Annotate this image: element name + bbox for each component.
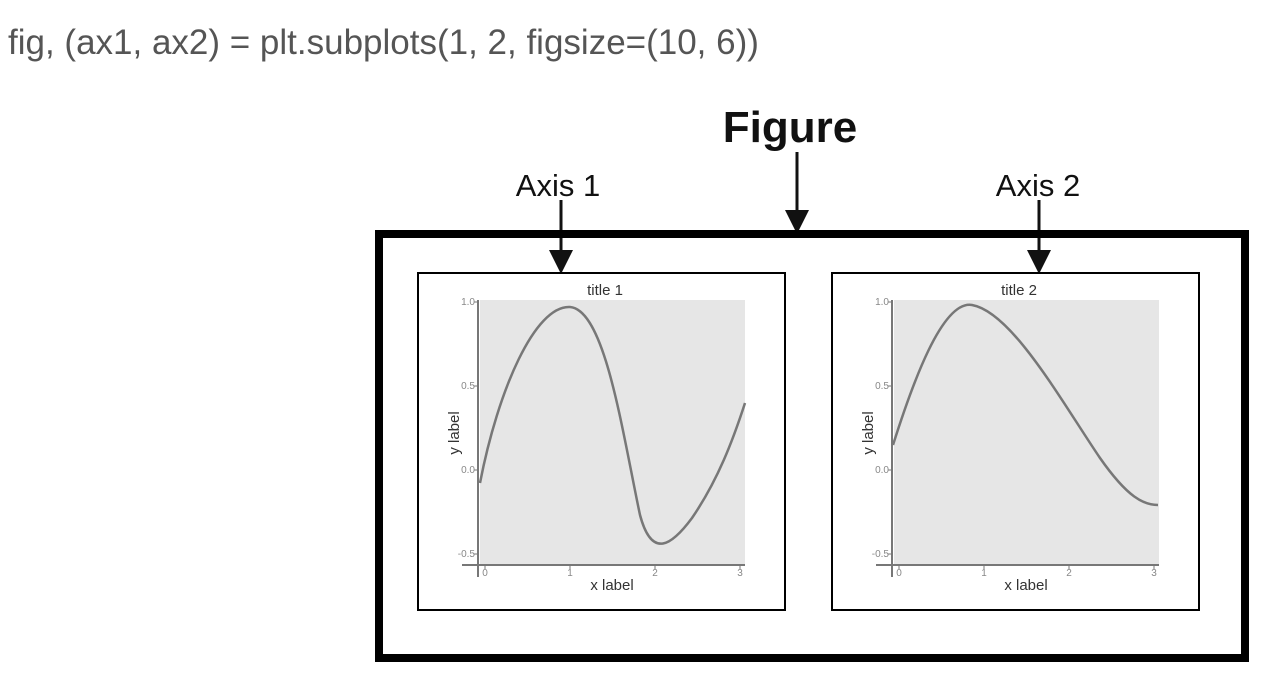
y-tick-label: 0.5 [461, 381, 475, 392]
x-tick-label: 0 [482, 568, 488, 579]
plot-area [894, 300, 1159, 565]
y-tick-label: 1.0 [875, 297, 889, 308]
figure-frame [375, 230, 1249, 662]
x-label: x label [590, 577, 633, 594]
x-tick-label: 2 [1066, 568, 1072, 579]
axis2-label: Axis 2 [996, 168, 1080, 203]
x-tick-label: 3 [1151, 568, 1157, 579]
y-tick-label: 1.0 [461, 297, 475, 308]
subplot: title 2 x label y label 0 1 2 3 1.0 0.5 0.0 -0.5 [831, 272, 1200, 611]
x-label: x label [1004, 577, 1047, 594]
x-tick-label: 1 [567, 568, 573, 579]
subplot: title 1 x label y label 0 1 2 3 1.0 0.5 0.0 -0.5 [417, 272, 786, 611]
y-tick-label: 0.0 [461, 465, 475, 476]
plot-area [480, 300, 745, 565]
x-tick-label: 1 [981, 568, 987, 579]
x-tick-label: 0 [896, 568, 902, 579]
x-tick-label: 2 [652, 568, 658, 579]
curve [891, 303, 1159, 507]
y-tick-label: -0.5 [458, 549, 476, 560]
y-label: y label [860, 411, 877, 454]
x-tick-label: 3 [737, 568, 743, 579]
y-tick-label: -0.5 [872, 549, 890, 560]
y-tick-label: 0.0 [875, 465, 889, 476]
axis1-label: Axis 1 [516, 168, 600, 203]
code-line: fig, (ax1, ax2) = plt.subplots(1, 2, fig… [8, 23, 759, 62]
y-label: y label [446, 411, 463, 454]
y-tick-label: 0.5 [875, 381, 889, 392]
figure-label: Figure [723, 103, 857, 152]
curve [478, 305, 747, 545]
axes-title: title 1 [587, 282, 623, 299]
axes-title: title 2 [1001, 282, 1037, 299]
